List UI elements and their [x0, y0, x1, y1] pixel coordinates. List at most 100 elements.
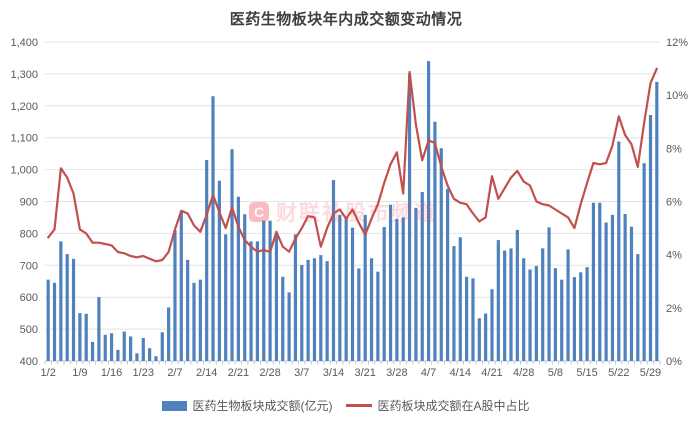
volume-bar [369, 258, 374, 361]
volume-bar [407, 73, 412, 362]
volume-bar [198, 279, 202, 361]
volume-bar [186, 259, 190, 361]
svg-text:10%: 10% [666, 90, 688, 102]
volume-bars [46, 61, 659, 362]
svg-text:0%: 0% [666, 356, 682, 368]
volume-bar [52, 282, 57, 361]
volume-bar [572, 277, 577, 361]
volume-bar [154, 356, 158, 361]
volume-bar [350, 227, 355, 361]
left-axis-labels: 400 500 600 700 800 900 1,000 1,100 1,200 1,300 1,… [10, 37, 38, 368]
volume-bar [167, 307, 171, 361]
volume-bar [148, 348, 152, 361]
volume-bar [281, 276, 285, 361]
svg-text:4/7: 4/7 [421, 367, 436, 379]
volume-bar [636, 254, 640, 361]
volume-bar [439, 148, 443, 361]
volume-bar [458, 237, 462, 361]
volume-bar [484, 313, 488, 361]
volume-bar [446, 188, 450, 361]
volume-bar [648, 115, 653, 362]
volume-bar [179, 211, 183, 361]
volume-bar [610, 214, 615, 361]
volume-bar [243, 214, 247, 361]
volume-bar [420, 191, 424, 361]
volume-bar [471, 278, 475, 361]
svg-text:500: 500 [20, 324, 38, 336]
legend-volume-label: 医药生物板块成交额(亿元) [192, 399, 333, 413]
volume-bar [84, 313, 88, 361]
svg-text:1,100: 1,100 [10, 133, 38, 145]
volume-bar [211, 96, 215, 361]
volume-bar [426, 61, 431, 361]
volume-bar [534, 265, 538, 361]
volume-bar [135, 353, 139, 361]
volume-bar [566, 249, 570, 361]
volume-bar [604, 222, 608, 361]
volume-bar [141, 338, 145, 361]
volume-bar [344, 217, 348, 361]
volume-bar [515, 229, 519, 361]
svg-text:5/8: 5/8 [548, 367, 563, 379]
volume-bar [103, 334, 107, 361]
volume-bar [465, 276, 469, 361]
volume-bar [579, 272, 583, 361]
volume-bar [173, 230, 177, 361]
svg-text:1,200: 1,200 [10, 101, 38, 113]
volume-bar [128, 336, 133, 361]
volume-bar [522, 258, 526, 361]
right-axis-labels: 0% 2% 4% 6% 8% 10% 12% [666, 37, 688, 368]
svg-text:1/23: 1/23 [133, 367, 154, 379]
volume-bar [78, 313, 82, 361]
volume-bar [255, 241, 259, 361]
legend-bar-swatch-icon [162, 400, 188, 411]
volume-bar [331, 180, 336, 361]
volume-bar [97, 297, 101, 361]
svg-text:700: 700 [20, 260, 38, 272]
volume-bar [553, 268, 557, 361]
ratio-line [47, 67, 658, 263]
volume-bar [490, 289, 494, 361]
svg-text:4/28: 4/28 [513, 367, 534, 379]
svg-text:1,400: 1,400 [10, 37, 38, 49]
legend-item-volume: 医药生物板块成交额(亿元) [162, 397, 332, 414]
volume-bar [629, 226, 634, 361]
volume-bar [293, 234, 298, 361]
svg-text:1/16: 1/16 [101, 367, 122, 379]
volume-bar [528, 269, 532, 361]
svg-text:3/14: 3/14 [323, 367, 344, 379]
volume-bar [224, 234, 228, 361]
svg-text:8%: 8% [666, 143, 682, 155]
svg-text:2/7: 2/7 [167, 367, 182, 379]
svg-text:900: 900 [20, 197, 38, 209]
svg-text:2%: 2% [666, 303, 682, 315]
volume-bar [642, 163, 646, 361]
svg-text:4/21: 4/21 [481, 367, 502, 379]
volume-bar [433, 121, 437, 361]
svg-text:2/28: 2/28 [259, 367, 280, 379]
volume-bar [312, 258, 317, 361]
volume-bar [496, 240, 500, 361]
svg-text:3/21: 3/21 [354, 367, 375, 379]
volume-bar [509, 248, 513, 361]
volume-bar [160, 332, 164, 361]
volume-bar [357, 268, 361, 361]
svg-text:1/2: 1/2 [41, 367, 56, 379]
svg-text:1/9: 1/9 [72, 367, 87, 379]
volume-bar [205, 160, 209, 361]
svg-text:6%: 6% [666, 197, 682, 209]
volume-bar [249, 241, 253, 361]
svg-text:3/28: 3/28 [386, 367, 407, 379]
volume-bar [477, 318, 481, 361]
volume-bar [71, 258, 76, 361]
volume-bar [116, 349, 120, 361]
legend: 医药生物板块成交额(亿元) 医药板块成交额在A股中占比 [0, 397, 692, 414]
volume-bar [109, 333, 114, 361]
volume-bar [363, 214, 367, 361]
volume-bar [274, 233, 279, 361]
legend-item-ratio: 医药板块成交额在A股中占比 [346, 397, 530, 414]
svg-text:1,300: 1,300 [10, 69, 38, 81]
volume-bar [585, 267, 589, 361]
volume-bar [192, 282, 196, 361]
x-axis-labels: 1/2 1/9 1/16 1/23 2/7 2/14 2/21 2/28 3/7 3/14 3/21… [41, 367, 662, 379]
